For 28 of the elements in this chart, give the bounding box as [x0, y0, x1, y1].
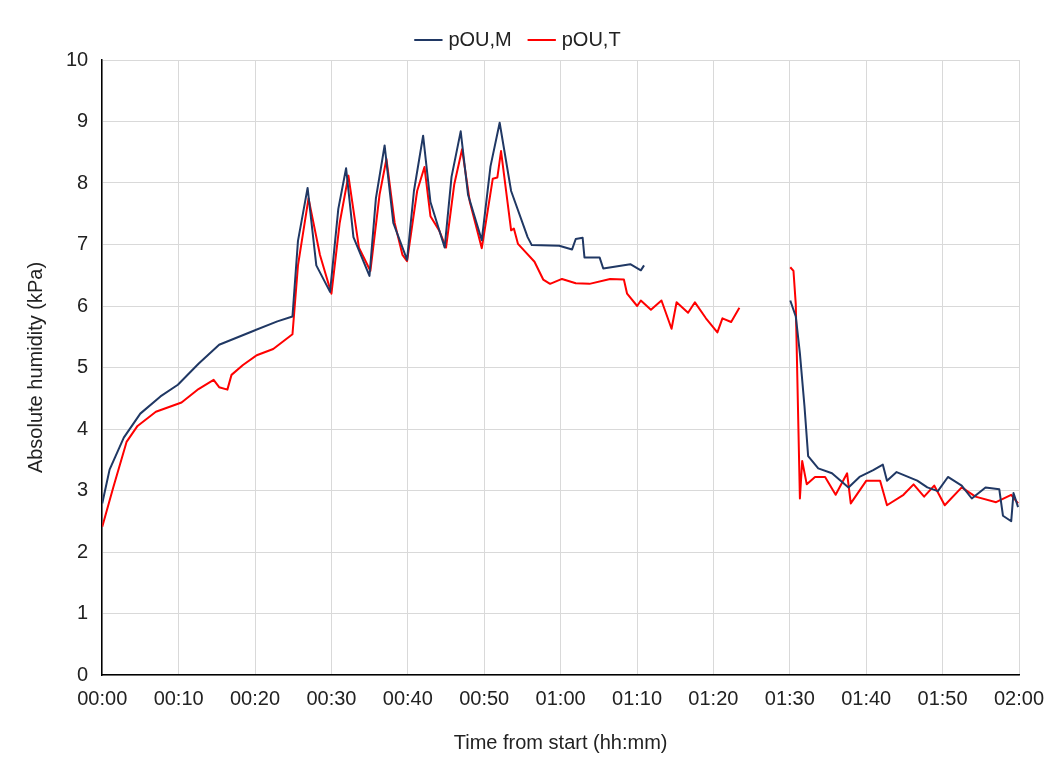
x-tick-label: 01:20: [688, 686, 739, 709]
y-tick-label: 8: [77, 170, 89, 193]
y-tick-label: 3: [77, 478, 89, 501]
x-tick-label: 00:10: [153, 686, 204, 709]
x-tick-label: 00:40: [382, 686, 433, 709]
y-tick-label: 10: [66, 47, 89, 70]
y-tick-label: 9: [77, 109, 89, 132]
x-tick-label: 01:40: [841, 686, 892, 709]
x-tick-label: 01:00: [535, 686, 586, 709]
x-tick-label: 01:30: [764, 686, 815, 709]
y-tick-label: 2: [77, 539, 89, 562]
y-axis-title: Absolute humidity (kPa): [23, 261, 46, 474]
x-tick-label: 00:00: [77, 686, 128, 709]
x-tick-label: 00:20: [229, 686, 281, 709]
y-tick-label: 4: [77, 416, 89, 439]
x-tick-label: 01:10: [612, 686, 663, 709]
x-tick-label: 02:00: [993, 686, 1045, 709]
y-tick-label: 5: [77, 355, 89, 378]
y-tick-label: 6: [77, 293, 89, 316]
x-axis-title: Time from start (hh:mm): [453, 730, 668, 753]
legend-label: pOU,M: [448, 27, 512, 50]
y-tick-label: 7: [77, 232, 89, 255]
x-tick-label: 00:50: [459, 686, 510, 709]
x-tick-label: 01:50: [917, 686, 968, 709]
y-tick-label: 1: [77, 601, 89, 624]
legend-label: pOU,T: [561, 27, 621, 50]
x-tick-label: 00:30: [306, 686, 357, 709]
y-tick-label: 0: [77, 662, 89, 685]
